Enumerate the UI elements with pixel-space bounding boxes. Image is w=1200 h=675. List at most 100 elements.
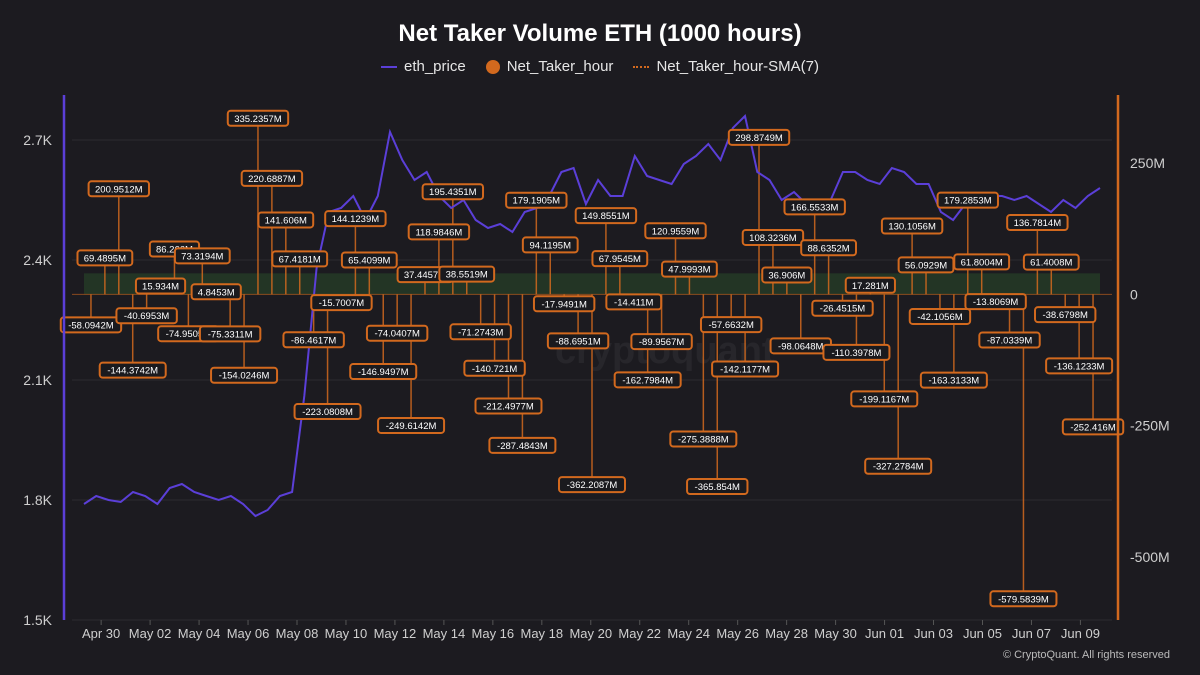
- value-label-box: [190, 283, 242, 301]
- value-label-text: -199.1167M: [859, 394, 909, 405]
- value-label: 335.2357M: [226, 109, 290, 127]
- value-label-box: [463, 359, 526, 377]
- value-label-box: [844, 276, 896, 294]
- value-label: 17.281M: [844, 276, 896, 294]
- legend-item-price[interactable]: eth_price: [380, 58, 466, 75]
- x-tick-label: May 08: [276, 626, 319, 641]
- value-label: 69.4895M: [76, 249, 134, 267]
- value-label-text: -140.721M: [472, 364, 518, 375]
- value-labels: -58.0942M 69.4895M 200.9512M -144.3742M -40.…: [59, 109, 1125, 608]
- value-label-text: 144.1239M: [332, 214, 380, 225]
- value-label-text: -87.0339M: [987, 336, 1033, 347]
- value-label-text: 149.8551M: [582, 211, 630, 222]
- x-tick-label: May 30: [814, 626, 857, 641]
- value-label-box: [173, 247, 231, 265]
- value-label: -154.0246M: [210, 366, 279, 384]
- value-label: 47.9993M: [661, 260, 718, 278]
- value-label: 108.3236M: [741, 228, 805, 246]
- value-label: -42.1056M: [908, 307, 972, 325]
- value-label: -13.8069M: [964, 293, 1027, 311]
- value-label-text: -75.3311M: [208, 329, 253, 340]
- value-label-text: -142.1177M: [720, 364, 770, 375]
- value-label-box: [978, 331, 1041, 349]
- value-label-box: [1034, 306, 1097, 324]
- value-label-text: -144.3742M: [107, 366, 158, 377]
- value-label-box: [293, 403, 362, 421]
- value-label-text: 47.9993M: [668, 265, 710, 276]
- legend-label-taker: Net_Taker_hour: [506, 58, 614, 75]
- value-label: 15.934M: [134, 277, 187, 295]
- value-label: -87.0339M: [978, 331, 1041, 349]
- value-label-text: -15.7007M: [319, 298, 365, 309]
- value-label-text: -17.9491M: [541, 299, 587, 310]
- legend-item-taker[interactable]: Net_Taker_hour: [485, 58, 614, 75]
- value-label: 144.1239M: [324, 210, 387, 228]
- x-tick-label: May 12: [374, 626, 417, 641]
- value-label-text: 108.3236M: [749, 233, 797, 244]
- value-label: -287.4843M: [488, 436, 557, 454]
- value-label: 179.1905M: [505, 191, 568, 209]
- value-label-box: [605, 293, 663, 311]
- value-label-text: 130.1056M: [888, 222, 936, 233]
- value-label: 149.8551M: [574, 207, 638, 225]
- value-label: 65.4099M: [340, 251, 398, 269]
- value-label-text: 179.2853M: [944, 196, 992, 207]
- x-tick-label: Jun 05: [963, 626, 1002, 641]
- value-label: 200.9512M: [87, 180, 150, 198]
- value-label: -365.854M: [686, 478, 749, 496]
- value-label-box: [546, 332, 610, 350]
- value-label-text: -38.6798M: [1042, 310, 1088, 321]
- value-label: -57.6632M: [699, 316, 763, 334]
- value-label-text: -163.3133M: [929, 376, 980, 387]
- value-label-box: [1061, 418, 1125, 436]
- value-label: 88.6352M: [800, 239, 858, 257]
- value-label-box: [449, 323, 512, 341]
- value-label-box: [964, 293, 1027, 311]
- value-label: -162.7984M: [613, 371, 682, 389]
- value-label: 220.6887M: [240, 169, 304, 187]
- value-label: 298.8749M: [727, 128, 791, 146]
- dashed-swatch-icon: [633, 65, 650, 68]
- value-label: -75.3311M: [198, 325, 262, 343]
- value-label-text: 61.8004M: [961, 257, 1003, 268]
- value-label: 118.9846M: [407, 223, 471, 241]
- value-label-text: -14.411M: [614, 297, 654, 308]
- value-label-text: 67.4181M: [279, 254, 321, 265]
- value-label-box: [310, 294, 373, 312]
- axes: 1.5K 1.8K 2.1K 2.4K 2.7K 250M 0 -250M -500M Apr 3…: [23, 95, 1170, 641]
- value-label-text: -146.9497M: [358, 367, 409, 378]
- value-label-box: [880, 217, 944, 235]
- value-label-text: 298.8749M: [735, 133, 783, 144]
- value-label-box: [240, 169, 304, 187]
- value-label: -89.9567M: [630, 333, 693, 351]
- value-label: 4.8453M: [190, 283, 242, 301]
- value-label-text: 166.5533M: [791, 202, 839, 213]
- value-label-text: 61.4008M: [1030, 258, 1072, 269]
- x-tick-label: May 06: [227, 626, 270, 641]
- value-label-box: [438, 265, 496, 283]
- value-label: -199.1167M: [850, 390, 919, 408]
- value-label-box: [761, 266, 813, 284]
- value-label-box: [574, 207, 638, 225]
- value-label-text: 200.9512M: [95, 184, 143, 195]
- value-label: 73.3194M: [173, 247, 231, 265]
- value-label-box: [488, 436, 557, 454]
- legend-item-sma[interactable]: Net_Taker_hour-SMA(7): [633, 58, 819, 75]
- value-label-box: [989, 590, 1058, 608]
- value-label-text: -89.9567M: [639, 337, 685, 348]
- value-label-text: -74.0407M: [374, 329, 420, 340]
- value-label: -15.7007M: [310, 294, 373, 312]
- x-tick-label: Jun 03: [914, 626, 953, 641]
- value-label-text: 69.4895M: [84, 253, 126, 264]
- value-label-box: [407, 223, 471, 241]
- value-label-box: [349, 363, 418, 381]
- value-label-text: -223.0808M: [302, 407, 353, 418]
- x-tick-label: May 04: [178, 626, 221, 641]
- value-label-box: [87, 180, 150, 198]
- value-label-box: [377, 416, 446, 434]
- value-label-text: 335.2357M: [234, 114, 282, 125]
- value-label-box: [532, 295, 596, 313]
- value-label: 136.7814M: [1006, 213, 1069, 231]
- value-label: -223.0808M: [293, 403, 362, 421]
- value-label-box: [521, 236, 579, 254]
